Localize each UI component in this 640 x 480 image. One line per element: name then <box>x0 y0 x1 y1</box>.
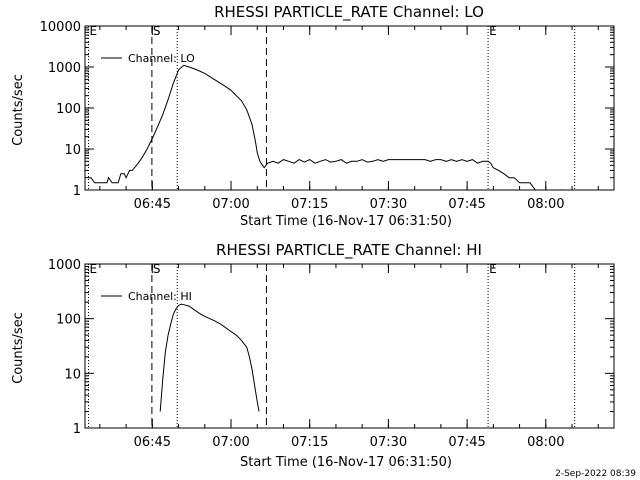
y-axis-label: Counts/sec <box>11 74 26 146</box>
x-tick-label: 08:00 <box>527 197 564 212</box>
y-tick-label: 10 <box>64 143 81 158</box>
chart-title: RHESSI PARTICLE_RATE Channel: HI <box>216 241 482 260</box>
legend-label: Channel: LO <box>128 52 195 65</box>
hi-channel-panel: RHESSI PARTICLE_RATE Channel: HI Counts/… <box>11 241 615 470</box>
x-tick-label: 07:45 <box>448 435 485 450</box>
x-tick-label: 07:15 <box>291 435 328 450</box>
x-tick-label: 06:45 <box>134 435 171 450</box>
x-tick-label: 07:30 <box>370 197 407 212</box>
x-tick-label: 06:45 <box>134 197 171 212</box>
marker-label: E <box>89 262 97 276</box>
x-tick-label: 07:15 <box>291 197 328 212</box>
x-tick-label: 08:00 <box>527 435 564 450</box>
y-tick-label: 100 <box>56 102 81 117</box>
x-tick-label: 07:00 <box>212 197 249 212</box>
y-tick-label: 1 <box>73 184 81 199</box>
x-tick-label: 07:30 <box>370 435 407 450</box>
marker-label: E <box>89 24 97 38</box>
y-tick-label: 100 <box>56 313 81 328</box>
x-tick-label: 07:00 <box>212 435 249 450</box>
legend-label: Channel: HI <box>128 290 192 303</box>
generation-timestamp: 2-Sep-2022 08:39 <box>555 469 636 479</box>
x-tick-label: 07:45 <box>448 197 485 212</box>
marker-label: E <box>489 24 497 38</box>
y-tick-label: 10000 <box>40 20 81 35</box>
marker-label: S <box>153 24 161 38</box>
y-tick-label: 1000 <box>48 258 81 273</box>
y-tick-label: 10 <box>64 367 81 382</box>
x-axis-label: Start Time (16-Nov-17 06:31:50) <box>240 455 452 470</box>
lo-channel-panel: RHESSI PARTICLE_RATE Channel: LO Counts/… <box>11 3 615 229</box>
series-line <box>159 303 260 412</box>
x-axis-label: Start Time (16-Nov-17 06:31:50) <box>240 214 452 229</box>
marker-label: S <box>153 262 161 276</box>
y-tick-label: 1000 <box>48 61 81 76</box>
chart-title: RHESSI PARTICLE_RATE Channel: LO <box>214 3 484 22</box>
y-axis-label: Counts/sec <box>11 312 26 384</box>
series-line <box>88 64 572 190</box>
y-tick-label: 1 <box>73 422 81 437</box>
marker-label: E <box>489 262 497 276</box>
plot-frame <box>84 263 615 429</box>
